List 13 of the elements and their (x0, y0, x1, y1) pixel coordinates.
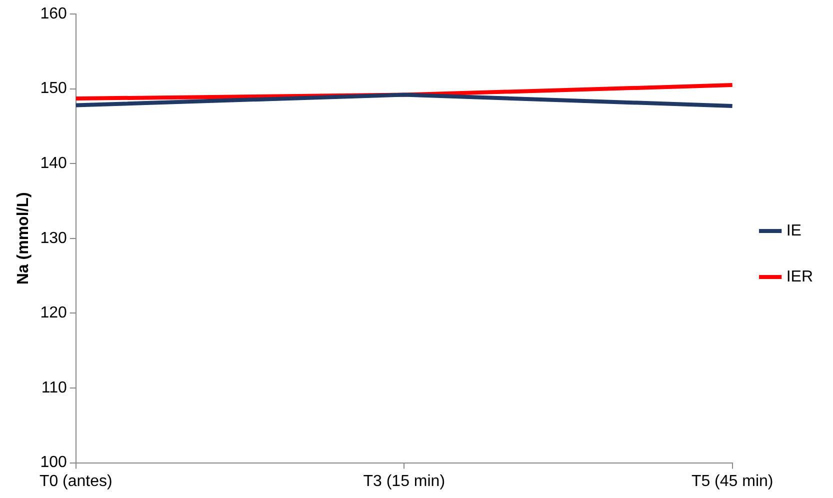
legend-label: IE (786, 222, 802, 240)
y-tick-label: 150 (40, 80, 67, 98)
x-tick-label: T5 (45 min) (691, 472, 774, 490)
y-tick-label: 120 (40, 304, 67, 322)
y-tick-label: 100 (40, 454, 67, 472)
y-tick-label: 110 (41, 379, 67, 396)
x-tick-label: T0 (antes) (39, 472, 112, 490)
y-tick-label: 130 (40, 230, 67, 247)
y-tick-label: 160 (40, 5, 67, 22)
legend-label: IER (786, 268, 813, 286)
x-tick-label: T3 (15 min) (363, 472, 446, 490)
y-tick-label: 140 (40, 155, 67, 172)
y-axis-title: Na (mmol/L) (15, 192, 32, 285)
